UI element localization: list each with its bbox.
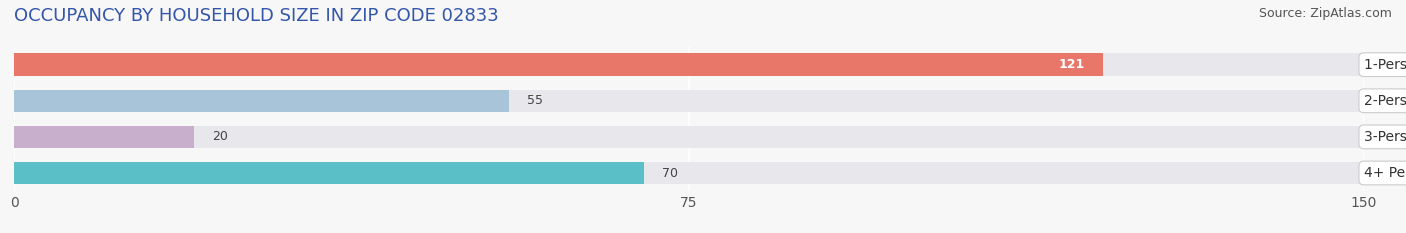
- Text: 70: 70: [662, 167, 678, 179]
- Bar: [14, 89, 1364, 112]
- Bar: [14, 53, 1102, 76]
- Text: 1-Person Household: 1-Person Household: [1364, 58, 1406, 72]
- Text: 20: 20: [212, 130, 228, 143]
- Bar: [14, 89, 509, 112]
- Text: 4+ Person Household: 4+ Person Household: [1364, 166, 1406, 180]
- Text: OCCUPANCY BY HOUSEHOLD SIZE IN ZIP CODE 02833: OCCUPANCY BY HOUSEHOLD SIZE IN ZIP CODE …: [14, 7, 499, 25]
- Text: 121: 121: [1059, 58, 1085, 71]
- Text: 2-Person Household: 2-Person Household: [1364, 94, 1406, 108]
- Text: 55: 55: [527, 94, 543, 107]
- Text: Source: ZipAtlas.com: Source: ZipAtlas.com: [1258, 7, 1392, 20]
- Bar: [14, 162, 1364, 184]
- Bar: [14, 162, 644, 184]
- Bar: [14, 126, 194, 148]
- Bar: [14, 126, 1364, 148]
- Bar: [14, 53, 1364, 76]
- Text: 3-Person Household: 3-Person Household: [1364, 130, 1406, 144]
